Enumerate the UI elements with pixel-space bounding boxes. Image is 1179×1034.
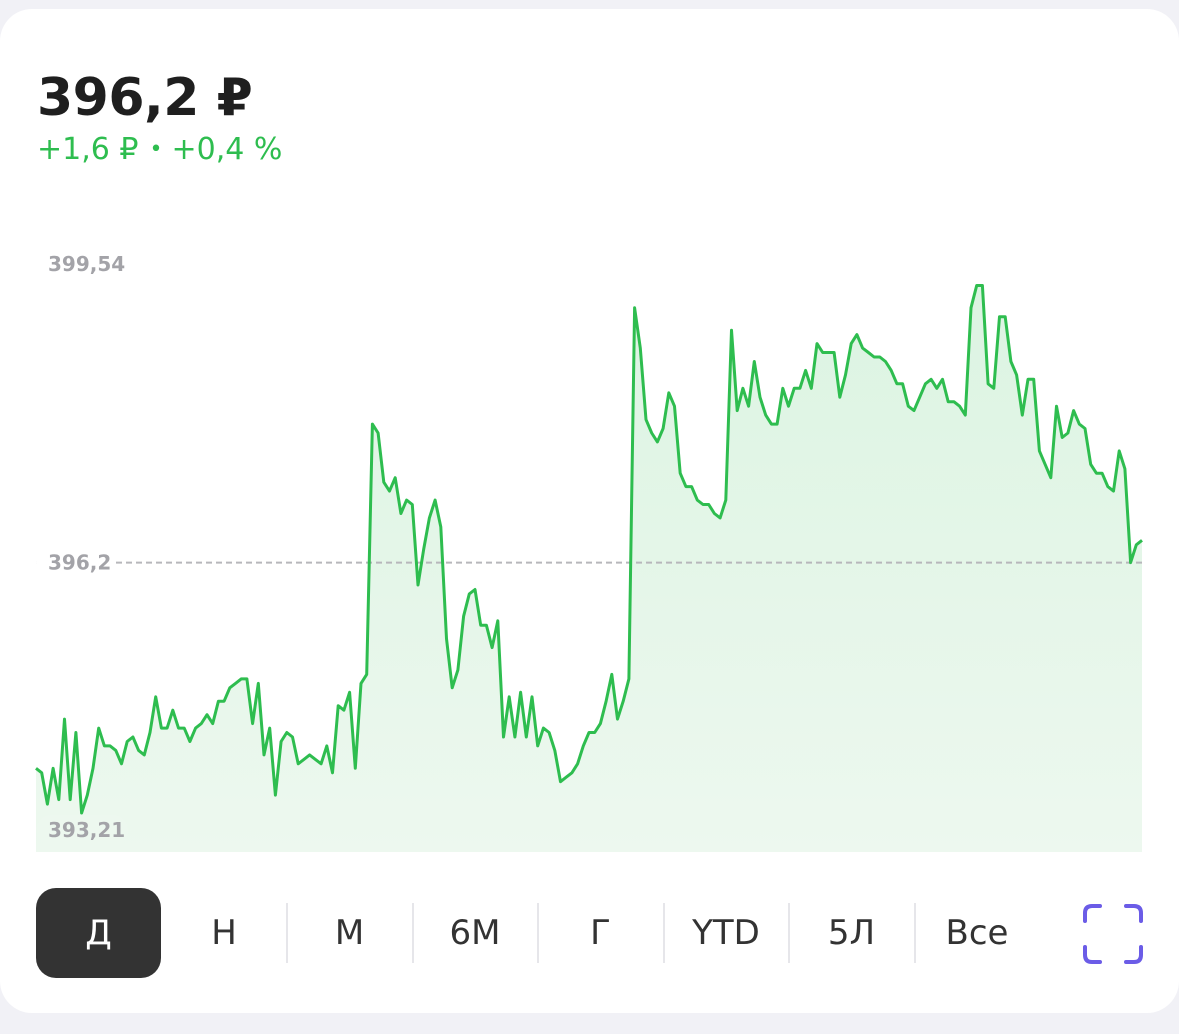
current-price: 396,2 ₽: [37, 68, 253, 128]
tab-separator: [411, 903, 414, 963]
expand-chart-button[interactable]: [1082, 903, 1144, 965]
period-selector: Д Н М 6М Г YTD 5Л Все: [36, 888, 1086, 978]
tab-separator: [662, 903, 665, 963]
change-absolute: +1,6 ₽: [37, 132, 139, 167]
period-tab[interactable]: М: [334, 913, 365, 953]
price-change: +1,6 ₽ • +0,4 %: [37, 130, 282, 173]
tab-separator: [913, 903, 916, 963]
period-tab[interactable]: Г: [590, 913, 611, 953]
period-tab[interactable]: YTD: [692, 913, 760, 953]
period-tab[interactable]: 6М: [449, 913, 501, 953]
period-tab[interactable]: Д: [36, 888, 161, 978]
change-separator: •: [149, 137, 163, 162]
period-tab[interactable]: Все: [945, 913, 1009, 953]
period-tab[interactable]: Н: [211, 913, 237, 953]
change-percent: +0,4 %: [171, 132, 283, 167]
tab-separator: [537, 903, 539, 963]
tab-separator: [286, 903, 288, 963]
period-tab[interactable]: 5Л: [827, 913, 876, 953]
tab-separator: [788, 903, 790, 963]
fullscreen-icon: [1083, 904, 1143, 964]
